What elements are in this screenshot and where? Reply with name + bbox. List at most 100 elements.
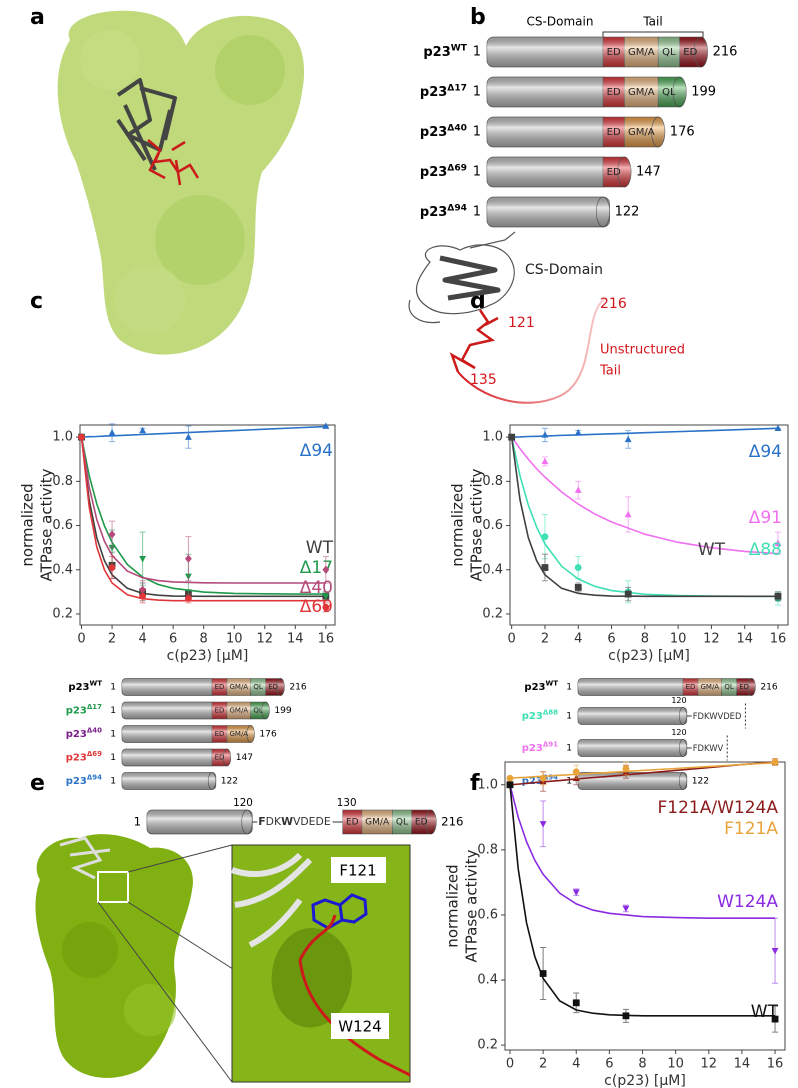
construct-end: 216: [760, 683, 778, 693]
linker-residues: DK: [266, 815, 282, 828]
shading: [487, 77, 610, 107]
y-tick-label: 0.6: [477, 907, 498, 922]
construct-name-main: p23: [66, 776, 87, 787]
data-point: [539, 970, 547, 977]
construct-name: p23Δ94: [420, 203, 467, 220]
data-point: [322, 565, 330, 574]
data-point: [574, 486, 582, 493]
data-point: [108, 530, 116, 539]
x-tick-label: 4: [572, 1057, 580, 1072]
x-tick-label: 0: [506, 1057, 514, 1072]
data-point: [541, 457, 549, 465]
segment-label: ED: [739, 683, 749, 691]
series-label: Δ69: [300, 597, 333, 617]
shading: [578, 739, 687, 757]
construct-name: p23WT: [68, 680, 102, 694]
residue-label: F121: [339, 862, 376, 880]
segment-label: QL: [662, 47, 676, 58]
panel-label: c: [30, 289, 43, 314]
x-tick-label: 8: [200, 632, 208, 647]
plot-frame: [509, 424, 789, 626]
construct-name-sup: Δ88: [543, 709, 558, 717]
shading: [147, 810, 253, 834]
series-label: W124A: [717, 892, 778, 912]
residue-number: 120: [671, 728, 686, 737]
construct-name-main: p23: [522, 776, 543, 787]
plot-frame: [79, 424, 336, 626]
x-tick-label: 8: [641, 632, 649, 647]
data-point: [572, 889, 580, 896]
data-point: [108, 428, 116, 436]
construct-end: 122: [221, 777, 238, 787]
construct-name-main: p23: [68, 682, 89, 693]
construct-name-main: p23: [522, 743, 543, 754]
construct-name: p23Δ88: [522, 709, 558, 723]
segment-label: ED: [607, 167, 621, 178]
residue-label: 135: [470, 372, 497, 388]
segment-label: GM/A: [229, 683, 248, 691]
surface-patch: [215, 35, 285, 105]
construct-name-sup: Δ17: [87, 703, 102, 711]
shading: [487, 37, 610, 67]
shading: [276, 678, 285, 696]
segment-label: ED: [683, 47, 697, 58]
shading: [212, 725, 251, 743]
segment-label: GM/A: [365, 818, 390, 828]
series-label: WT: [306, 538, 334, 558]
segment-label: QL: [662, 87, 676, 98]
data-point: [139, 555, 147, 563]
construct-name-sup: Δ17: [447, 83, 467, 93]
x-tick-label: 6: [607, 632, 615, 647]
construct-name-main: p23: [522, 711, 543, 722]
data-point: [541, 564, 549, 571]
construct-name-main: p23: [66, 753, 87, 764]
data-point: [774, 539, 782, 546]
panel-label: e: [30, 771, 45, 796]
linker-sequence: FDKWV: [693, 743, 724, 753]
shading: [679, 772, 687, 790]
construct-name-sup: Δ69: [447, 163, 467, 173]
series-label: Δ91: [749, 508, 782, 528]
x-tick-label: 14: [736, 632, 753, 647]
data-point: [139, 426, 147, 434]
construct-start: 1: [566, 712, 572, 722]
construct-name: p23Δ94: [66, 774, 102, 788]
data-point: [774, 592, 782, 600]
fit-curve: [510, 436, 779, 598]
construct-end: 216: [713, 45, 738, 60]
data-point: [185, 554, 192, 563]
segment-label: GM/A: [229, 730, 248, 738]
shading: [578, 678, 687, 696]
label-box: [331, 857, 386, 883]
fit-curve: [509, 784, 776, 1017]
data-point: [506, 781, 514, 789]
construct-end: 147: [636, 165, 661, 180]
shading: [679, 739, 687, 757]
y-tick-label: 0.8: [477, 842, 498, 857]
construct-name-sup: Δ69: [87, 750, 102, 758]
construct-name-sup: WT: [546, 680, 559, 688]
shading: [747, 678, 756, 696]
series-label: Δ88: [749, 540, 782, 560]
x-tick-label: 12: [701, 1057, 718, 1072]
construct-start: 1: [110, 683, 116, 693]
construct-end: 199: [691, 85, 716, 100]
shading: [212, 749, 227, 766]
segment-label: ED: [686, 683, 696, 691]
shading: [261, 702, 270, 719]
data-point: [624, 590, 632, 598]
data-point: [622, 1012, 630, 1020]
x-tick-label: 8: [638, 1057, 646, 1072]
construct-end: 176: [259, 730, 277, 740]
segment-label: ED: [215, 754, 225, 762]
x-tick-label: 16: [318, 632, 335, 647]
data-point: [322, 422, 330, 429]
construct-start: 1: [566, 744, 572, 754]
fit-curve: [509, 784, 776, 920]
linker-residues: W: [281, 815, 293, 828]
construct-name: p23WT: [524, 680, 558, 694]
segment-label: GM/A: [229, 707, 248, 715]
x-tick-label: 10: [226, 632, 243, 647]
y-tick-label: 0.4: [477, 973, 498, 988]
construct-name-main: p23: [420, 85, 447, 100]
